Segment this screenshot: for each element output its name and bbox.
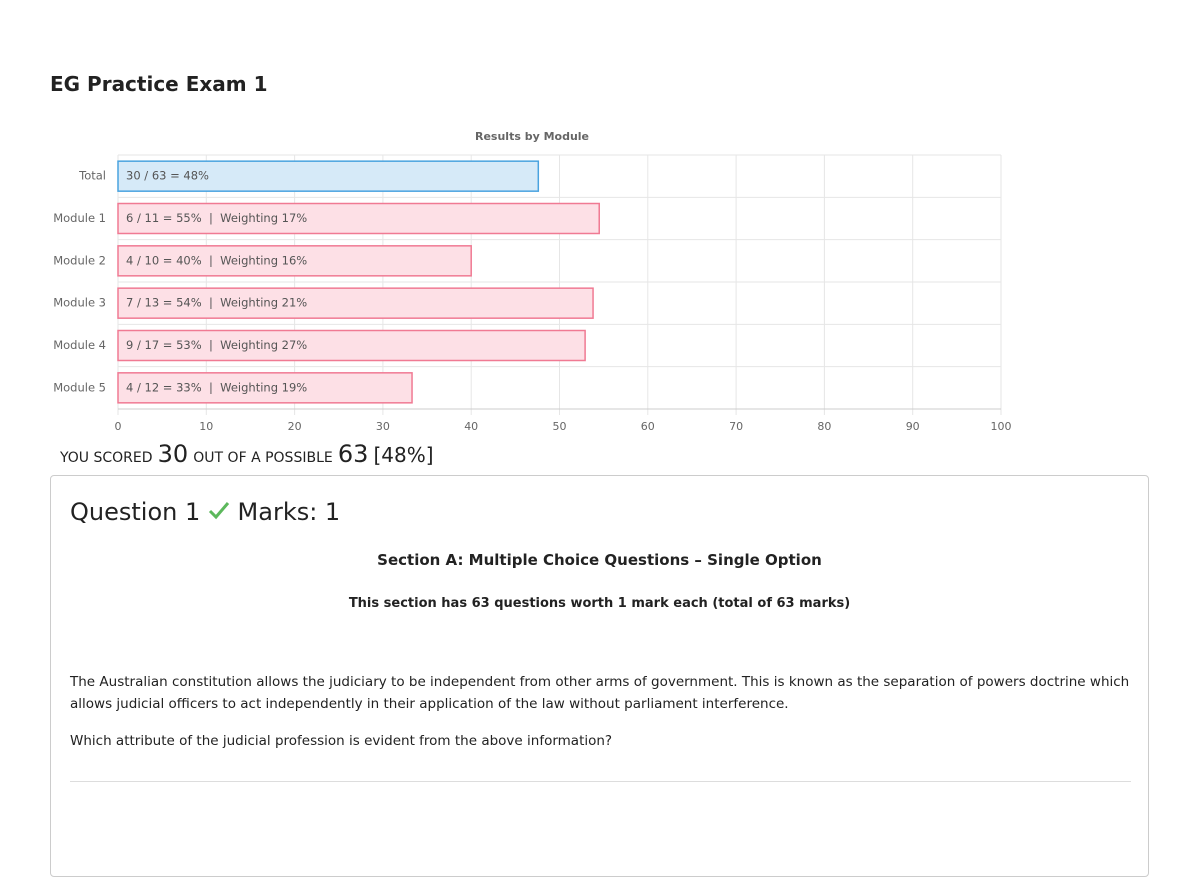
bar [117, 329, 586, 362]
bar [117, 245, 472, 277]
question-title: Question 1 [70, 498, 201, 526]
chart: Results by Module 0 10 20 30 40 50 60 70 80 90 100… [53, 130, 1012, 433]
y-tick-label: Module 1 [53, 211, 106, 225]
bar-label: 6 / 11 = 55% | Weighting 17% [126, 211, 307, 225]
score-middle: OUT OF A POSSIBLE [193, 450, 333, 466]
x-tick-label: 70 [729, 420, 743, 433]
question-text: The Australian constitution allows the j… [70, 674, 1130, 712]
x-tick-label: 60 [641, 420, 655, 433]
x-tick-label: 100 [991, 420, 1012, 433]
y-tick-label: Module 2 [53, 253, 106, 267]
bar [117, 287, 594, 319]
score-line: YOU SCORED 30 OUT OF A POSSIBLE 63 [48%] [60, 440, 434, 468]
y-tick-label: Module 3 [53, 296, 106, 310]
score-percent: [48%] [373, 443, 434, 467]
chart-title: Results by Module [475, 130, 589, 143]
x-tick-label: 90 [906, 420, 920, 433]
bar-label: 4 / 12 = 33% | Weighting 19% [126, 380, 307, 394]
x-tick-label: 40 [464, 420, 478, 433]
x-tick-label: 10 [199, 420, 213, 433]
x-tick-label: 20 [288, 420, 302, 433]
body: EG Practice Exam 1 Results by Module 0 10… [50, 72, 1149, 877]
score-possible: 63 [337, 440, 369, 468]
score-prefix: YOU SCORED [60, 450, 153, 466]
bar-label: 4 / 10 = 40% | Weighting 16% [126, 253, 307, 267]
bar [117, 202, 600, 235]
bar-label: 30 / 63 = 48% [126, 169, 209, 183]
bar-label: 9 / 17 = 53% | Weighting 27% [126, 338, 307, 352]
bar [117, 160, 540, 192]
bar [117, 372, 413, 404]
y-tick-label: Module 4 [53, 338, 106, 352]
y-tick-label: Module 5 [53, 380, 106, 394]
correct-icon [208, 502, 230, 520]
page: {"header": {"title": "EG Practice Exam 1… [50, 72, 1149, 877]
question-marks: Marks: 1 [237, 498, 341, 526]
score-value: 30 [157, 440, 189, 468]
x-tick-label: 0 [115, 420, 122, 433]
x-tick-label: 50 [553, 420, 567, 433]
page-title: EG Practice Exam 1 [50, 72, 268, 96]
bar-label: 7 / 13 = 54% | Weighting 21% [126, 296, 307, 310]
x-tick-label: 80 [817, 420, 831, 433]
y-tick-label: Total [78, 169, 106, 183]
section-note: This section has 63 questions worth 1 ma… [348, 596, 851, 611]
question-header: Question 1 Marks: 1 [70, 498, 340, 526]
question-prompt: Which attribute of the judicial professi… [70, 733, 613, 749]
section-heading: Section A: Multiple Choice Questions – S… [377, 551, 822, 569]
question-card: Question 1 Marks: 1 Section A: Multiple … [50, 475, 1149, 877]
divider [70, 781, 1131, 782]
x-tick-label: 30 [376, 420, 390, 433]
